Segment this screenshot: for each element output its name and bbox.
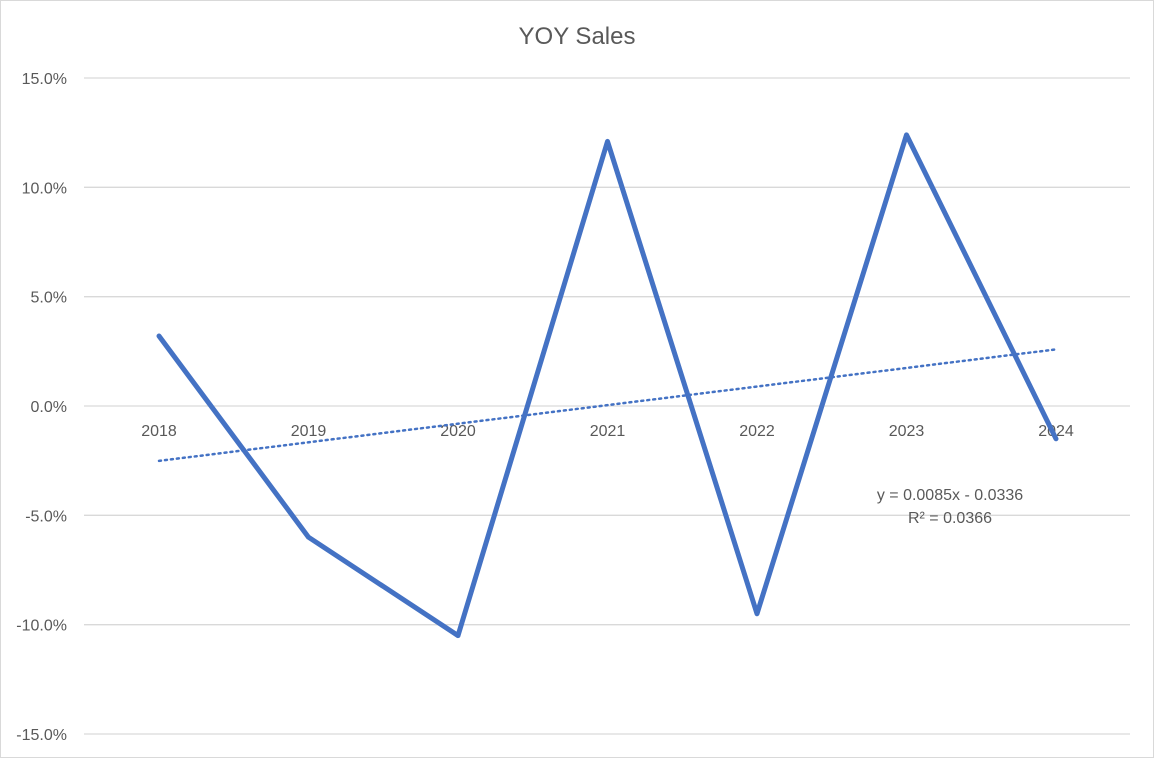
x-tick-label: 2019 xyxy=(291,423,327,440)
y-tick-label: 10.0% xyxy=(22,180,67,197)
x-tick-label: 2024 xyxy=(1038,423,1074,440)
y-tick-label: -10.0% xyxy=(16,618,67,635)
x-tick-label: 2022 xyxy=(739,423,775,440)
series-line xyxy=(156,132,1059,639)
x-tick-label: 2021 xyxy=(590,423,626,440)
y-axis-tick-labels: 15.0% 10.0% 5.0% 0.0% -5.0% -10.0% -15.0% xyxy=(16,71,67,744)
chart-title: YOY Sales xyxy=(519,23,636,50)
y-tick-label: -15.0% xyxy=(16,727,67,744)
x-tick-label: 2020 xyxy=(440,423,476,440)
trendline-group xyxy=(157,348,1058,463)
trendline-equation: y = 0.0085x - 0.0336 R² = 0.0366 xyxy=(877,487,1023,527)
x-axis-tick-labels: 2018 2019 2020 2021 2022 2023 2024 xyxy=(141,423,1074,440)
x-tick-label: 2023 xyxy=(889,423,925,440)
trendline xyxy=(157,348,1058,463)
y-tick-label: 15.0% xyxy=(22,71,67,88)
trendline-equation-label: y = 0.0085x - 0.0336 xyxy=(877,487,1023,504)
y-tick-label: 0.0% xyxy=(31,399,67,416)
y-tick-label: 5.0% xyxy=(31,290,67,307)
series-group xyxy=(156,132,1059,639)
trendline-r2-label: R² = 0.0366 xyxy=(908,510,992,527)
y-tick-label: -5.0% xyxy=(25,508,67,525)
x-tick-label: 2018 xyxy=(141,423,177,440)
gridlines xyxy=(84,77,1130,735)
